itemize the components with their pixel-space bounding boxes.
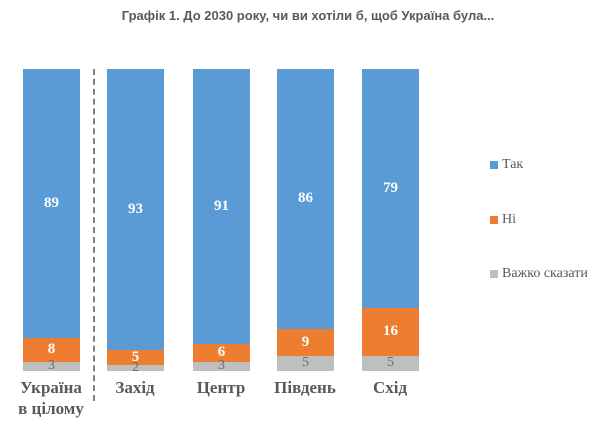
legend-label: Важко сказати — [502, 266, 588, 281]
legend-label: Так — [502, 157, 524, 172]
legend-item: Ні — [490, 212, 516, 228]
segment-yes: 79 — [362, 69, 419, 308]
legend-swatch-icon — [490, 270, 498, 278]
x-axis-label: Центр — [176, 377, 266, 398]
legend-label: Ні — [502, 212, 516, 227]
segment-no: 6 — [193, 343, 250, 362]
legend-swatch-icon — [490, 161, 498, 169]
segment-no: 8 — [23, 337, 80, 362]
segment-hard: 5 — [362, 355, 419, 371]
bar-4: 79 16 5 — [362, 69, 419, 371]
segment-yes: 91 — [193, 69, 250, 344]
x-label-line1: Україна — [20, 378, 82, 397]
x-label-line1: Центр — [196, 378, 246, 397]
legend-swatch-icon — [490, 216, 498, 224]
x-axis-label: Україна в цілому — [6, 377, 96, 419]
segment-no: 5 — [107, 349, 164, 365]
bar-0: 89 8 3 — [23, 69, 80, 373]
chart-title: Графік 1. До 2030 року, чи ви хотіли б, … — [121, 8, 495, 23]
bar-2: 91 6 3 — [193, 69, 250, 373]
x-axis-label: Схід — [345, 377, 435, 398]
legend-item: Важко сказати — [490, 266, 588, 282]
segment-yes: 93 — [107, 69, 164, 350]
x-label-line1: Схід — [372, 378, 408, 397]
segment-hard: 3 — [23, 359, 80, 373]
bar-3: 86 9 5 — [277, 69, 334, 371]
x-label-line2: в цілому — [18, 399, 84, 418]
segment-hard: 5 — [277, 355, 334, 371]
segment-hard: 2 — [107, 360, 164, 375]
segment-no: 16 — [362, 307, 419, 356]
segment-yes: 89 — [23, 69, 80, 338]
x-label-line1: Захід — [115, 378, 155, 397]
segment-yes: 86 — [277, 69, 334, 329]
legend-item: Так — [490, 157, 523, 173]
x-axis-label: Захід — [90, 377, 180, 398]
segment-no: 9 — [277, 328, 334, 356]
dashed-divider — [93, 69, 95, 401]
x-label-line1: Південь — [274, 378, 336, 397]
segment-hard: 3 — [193, 359, 250, 373]
bar-1: 93 5 2 — [107, 69, 164, 375]
x-axis-label: Південь — [260, 377, 350, 398]
